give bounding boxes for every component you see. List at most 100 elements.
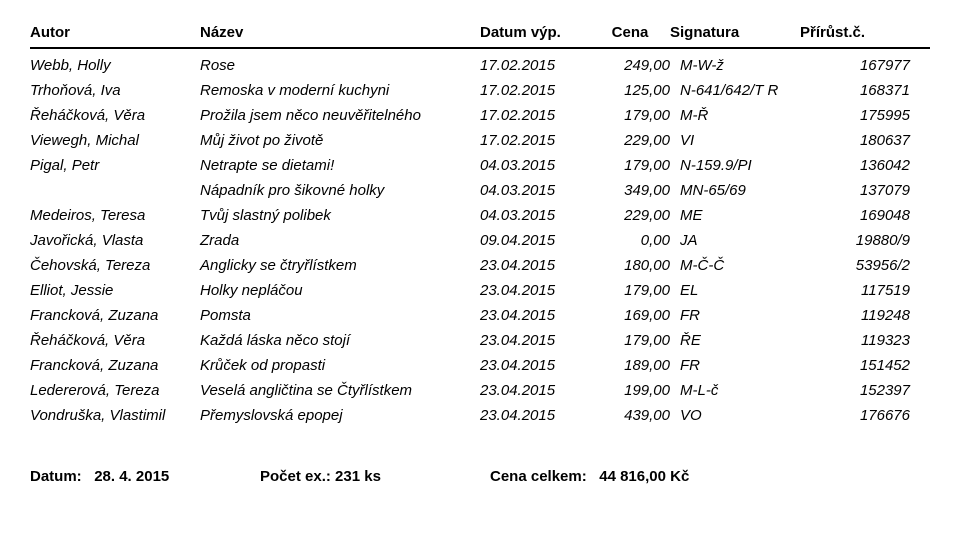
table-row: Ledererová, TerezaVeselá angličtina se Č… bbox=[30, 378, 930, 403]
cell-signature: EL bbox=[680, 282, 810, 299]
cell-price: 179,00 bbox=[590, 332, 680, 349]
cell-date: 23.04.2015 bbox=[480, 332, 590, 349]
cell-accession: 169048 bbox=[810, 207, 910, 224]
cell-accession: 119323 bbox=[810, 332, 910, 349]
cell-date: 04.03.2015 bbox=[480, 207, 590, 224]
table-row: Nápadník pro šikovné holky04.03.2015349,… bbox=[30, 178, 930, 203]
cell-price: 179,00 bbox=[590, 157, 680, 174]
cell-title: Remoska v moderní kuchyni bbox=[200, 82, 480, 99]
table-row: Řeháčková, VěraProžila jsem něco neuvěři… bbox=[30, 103, 930, 128]
cell-price: 179,00 bbox=[590, 107, 680, 124]
cell-date: 23.04.2015 bbox=[480, 407, 590, 424]
cell-accession: 176676 bbox=[810, 407, 910, 424]
footer-count-value: 231 ks bbox=[335, 468, 381, 485]
cell-author: Viewegh, Michal bbox=[30, 132, 200, 149]
footer-total: Cena celkem: 44 816,00 Kč bbox=[490, 468, 790, 485]
cell-price: 439,00 bbox=[590, 407, 680, 424]
cell-signature: M-Č-Č bbox=[680, 257, 810, 274]
table-header-row: Autor Název Datum výp. Cena Signatura Př… bbox=[30, 20, 930, 49]
footer-date-label: Datum: bbox=[30, 468, 82, 485]
cell-accession: 167977 bbox=[810, 57, 910, 74]
cell-signature: ME bbox=[680, 207, 810, 224]
header-accession: Přírůst.č. bbox=[800, 24, 900, 41]
footer-count: Počet ex.: 231 ks bbox=[260, 468, 490, 485]
cell-price: 179,00 bbox=[590, 282, 680, 299]
cell-accession: 53956/2 bbox=[810, 257, 910, 274]
cell-signature: VO bbox=[680, 407, 810, 424]
cell-title: Prožila jsem něco neuvěřitelného bbox=[200, 107, 480, 124]
cell-signature: FR bbox=[680, 307, 810, 324]
cell-title: Rose bbox=[200, 57, 480, 74]
cell-signature: MN-65/69 bbox=[680, 182, 810, 199]
cell-accession: 137079 bbox=[810, 182, 910, 199]
cell-title: Každá láska něco stojí bbox=[200, 332, 480, 349]
cell-author: Webb, Holly bbox=[30, 57, 200, 74]
table-row: Webb, HollyRose17.02.2015249,00M-W-ž1679… bbox=[30, 53, 930, 78]
cell-author: Francková, Zuzana bbox=[30, 357, 200, 374]
table-row: Elliot, JessieHolky nepláčou23.04.201517… bbox=[30, 278, 930, 303]
cell-date: 17.02.2015 bbox=[480, 57, 590, 74]
cell-price: 169,00 bbox=[590, 307, 680, 324]
cell-price: 125,00 bbox=[590, 82, 680, 99]
cell-accession: 175995 bbox=[810, 107, 910, 124]
cell-accession: 168371 bbox=[810, 82, 910, 99]
cell-signature: JA bbox=[680, 232, 810, 249]
cell-date: 04.03.2015 bbox=[480, 182, 590, 199]
cell-date: 23.04.2015 bbox=[480, 382, 590, 399]
header-price: Cena bbox=[590, 24, 670, 41]
footer-date: Datum: 28. 4. 2015 bbox=[30, 468, 260, 485]
cell-price: 229,00 bbox=[590, 132, 680, 149]
cell-signature: M-Ř bbox=[680, 107, 810, 124]
cell-author: Ledererová, Tereza bbox=[30, 382, 200, 399]
cell-title: Nápadník pro šikovné holky bbox=[200, 182, 480, 199]
cell-accession: 119248 bbox=[810, 307, 910, 324]
cell-title: Přemyslovská epopej bbox=[200, 407, 480, 424]
cell-author: Pigal, Petr bbox=[30, 157, 200, 174]
book-table: Autor Název Datum výp. Cena Signatura Př… bbox=[30, 20, 930, 428]
cell-author: Řeháčková, Věra bbox=[30, 107, 200, 124]
table-row: Francková, ZuzanaPomsta23.04.2015169,00F… bbox=[30, 303, 930, 328]
table-row: Medeiros, TeresaTvůj slastný polibek04.0… bbox=[30, 203, 930, 228]
table-row: Viewegh, MichalMůj život po životě17.02.… bbox=[30, 128, 930, 153]
cell-price: 189,00 bbox=[590, 357, 680, 374]
table-row: Javořická, VlastaZrada09.04.20150,00JA19… bbox=[30, 228, 930, 253]
footer-date-value: 28. 4. 2015 bbox=[94, 468, 169, 485]
table-row: Francková, ZuzanaKrůček od propasti23.04… bbox=[30, 353, 930, 378]
header-title: Název bbox=[200, 24, 480, 41]
cell-signature: VI bbox=[680, 132, 810, 149]
cell-title: Netrapte se dietami! bbox=[200, 157, 480, 174]
cell-signature: ŘE bbox=[680, 332, 810, 349]
cell-author: Vondruška, Vlastimil bbox=[30, 407, 200, 424]
header-author: Autor bbox=[30, 24, 200, 41]
cell-accession: 152397 bbox=[810, 382, 910, 399]
table-row: Vondruška, VlastimilPřemyslovská epopej2… bbox=[30, 403, 930, 428]
cell-author: Medeiros, Teresa bbox=[30, 207, 200, 224]
cell-title: Pomsta bbox=[200, 307, 480, 324]
cell-date: 17.02.2015 bbox=[480, 132, 590, 149]
summary-footer: Datum: 28. 4. 2015 Počet ex.: 231 ks Cen… bbox=[30, 468, 930, 485]
header-signature: Signatura bbox=[670, 24, 800, 41]
cell-price: 229,00 bbox=[590, 207, 680, 224]
table-row: Trhoňová, IvaRemoska v moderní kuchyni17… bbox=[30, 78, 930, 103]
cell-price: 349,00 bbox=[590, 182, 680, 199]
cell-author: Javořická, Vlasta bbox=[30, 232, 200, 249]
table-row: Pigal, PetrNetrapte se dietami!04.03.201… bbox=[30, 153, 930, 178]
cell-date: 04.03.2015 bbox=[480, 157, 590, 174]
cell-title: Můj život po životě bbox=[200, 132, 480, 149]
header-date: Datum výp. bbox=[480, 24, 590, 41]
footer-total-label: Cena celkem: bbox=[490, 468, 587, 485]
cell-date: 09.04.2015 bbox=[480, 232, 590, 249]
footer-total-value: 44 816,00 Kč bbox=[599, 468, 689, 485]
cell-author: Francková, Zuzana bbox=[30, 307, 200, 324]
cell-signature: N-641/642/T R bbox=[680, 82, 810, 99]
cell-title: Anglicky se čtryřlístkem bbox=[200, 257, 480, 274]
cell-title: Krůček od propasti bbox=[200, 357, 480, 374]
cell-date: 23.04.2015 bbox=[480, 307, 590, 324]
cell-signature: FR bbox=[680, 357, 810, 374]
cell-author: Řeháčková, Věra bbox=[30, 332, 200, 349]
table-row: Řeháčková, VěraKaždá láska něco stojí23.… bbox=[30, 328, 930, 353]
cell-price: 180,00 bbox=[590, 257, 680, 274]
cell-signature: N-159.9/PI bbox=[680, 157, 810, 174]
cell-signature: M-L-č bbox=[680, 382, 810, 399]
cell-title: Holky nepláčou bbox=[200, 282, 480, 299]
